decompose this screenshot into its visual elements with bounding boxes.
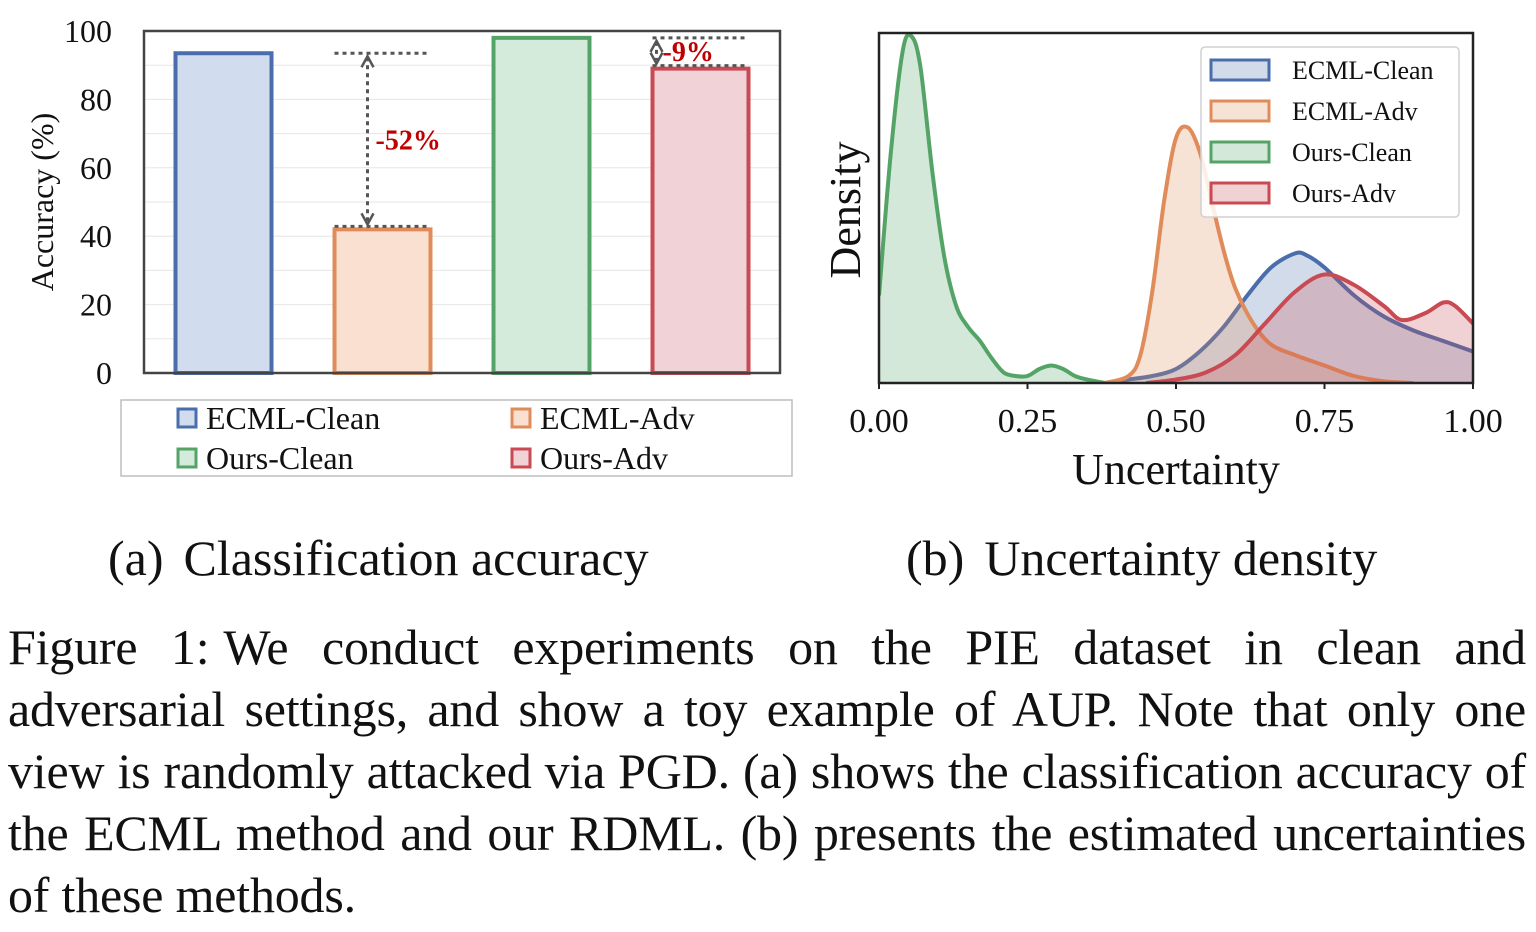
legend-swatch <box>1209 181 1271 205</box>
x-tick-label: 0.75 <box>1295 403 1355 440</box>
density-area-ours-adv <box>1146 274 1473 383</box>
legend-label: Ours-Adv <box>1292 179 1396 208</box>
legend-label: ECML-Clean <box>1292 56 1434 85</box>
legend-label: Ours-Clean <box>206 440 354 476</box>
drop-annotation: -9% <box>649 36 749 68</box>
figure-caption: Figure 1: We conduct experiments on the P… <box>8 616 1526 926</box>
legend: ECML-Clean ECML-Adv Ours-Clean Ours-Adv <box>120 399 793 477</box>
arrowhead-bottom <box>649 52 664 67</box>
y-tick-label: 20 <box>80 287 112 323</box>
figure-canvas: 0 20 40 60 80 100 Accuracy (%) -52% -9% ECML-Clea… <box>24 13 1503 494</box>
bar-ours-clean <box>491 35 592 376</box>
subcaption-b-text: Uncertainty density <box>984 530 1378 586</box>
x-tick-label: 0.25 <box>998 403 1058 440</box>
legend-box <box>120 399 793 477</box>
legend-swatch <box>1209 58 1271 82</box>
y-tick-label: 80 <box>80 81 112 117</box>
legend-swatch <box>510 407 532 429</box>
legend-label: ECML-Adv <box>1292 97 1418 126</box>
legend-label: ECML-Adv <box>540 400 695 436</box>
legend-swatch <box>176 447 198 469</box>
arrowhead-bottom <box>360 212 375 227</box>
y-tick-label: 0 <box>96 355 112 391</box>
legend-label: Ours-Adv <box>540 440 668 476</box>
legend: ECML-Clean ECML-Adv Ours-Clean Ours-Adv <box>1200 46 1460 218</box>
density-area-ours-clean <box>879 34 1105 383</box>
figure-label: Figure 1: <box>8 619 210 675</box>
legend-box <box>1200 46 1460 218</box>
density-line-ours-clean <box>879 33 1106 383</box>
y-axis-label: Density <box>821 142 870 279</box>
density-line-ours-adv <box>1146 272 1473 383</box>
x-tick-label: 1.00 <box>1443 403 1503 440</box>
x-axis-label: Uncertainty <box>1072 445 1280 494</box>
bar-ecml-clean <box>173 51 274 375</box>
drop-label: -52% <box>376 125 441 156</box>
subcaption-b-tag: (b) <box>906 530 965 586</box>
y-tick-label: 60 <box>80 150 112 186</box>
subcaption-a-tag: (a) <box>108 530 164 586</box>
y-tick-label: 40 <box>80 218 112 254</box>
y-axis-label: Accuracy (%) <box>24 113 60 292</box>
subcaption-a-text: Classification accuracy <box>183 530 649 586</box>
density-area-ecml-adv <box>1104 126 1414 383</box>
subcaption-b: (b) Uncertainty density <box>906 528 1377 588</box>
plot-frame <box>142 29 782 375</box>
legend-swatch <box>1209 140 1271 164</box>
legend-label: Ours-Clean <box>1292 138 1412 167</box>
x-tick-label: 0.00 <box>849 403 909 440</box>
legend-swatch <box>176 407 198 429</box>
density-plot-area <box>879 33 1473 383</box>
bar-ours-adv <box>650 66 751 376</box>
density-line-ecml-clean <box>1104 250 1473 383</box>
arrowhead-top <box>649 38 664 53</box>
legend-swatch <box>1209 99 1271 123</box>
figure-caption-text: We conduct experiments on the PIE datase… <box>8 619 1526 923</box>
legend-label: ECML-Clean <box>206 400 380 436</box>
drop-annotation: -52% <box>334 51 441 228</box>
accuracy-bar-chart: 0 20 40 60 80 100 Accuracy (%) -52% -9% ECML-Clea… <box>24 13 793 477</box>
drop-label: -9% <box>663 37 714 68</box>
arrowhead-top <box>360 53 375 68</box>
y-tick-label: 100 <box>64 13 112 49</box>
uncertainty-density-chart: 0.00 0.25 0.50 0.75 1.00 Uncertainty Density EC… <box>821 31 1503 494</box>
density-area-ecml-clean <box>1104 252 1473 383</box>
x-tick-label: 0.50 <box>1146 403 1206 440</box>
subcaption-a: (a) Classification accuracy <box>108 528 649 588</box>
legend-swatch <box>510 447 532 469</box>
bar-ecml-adv <box>332 227 433 375</box>
